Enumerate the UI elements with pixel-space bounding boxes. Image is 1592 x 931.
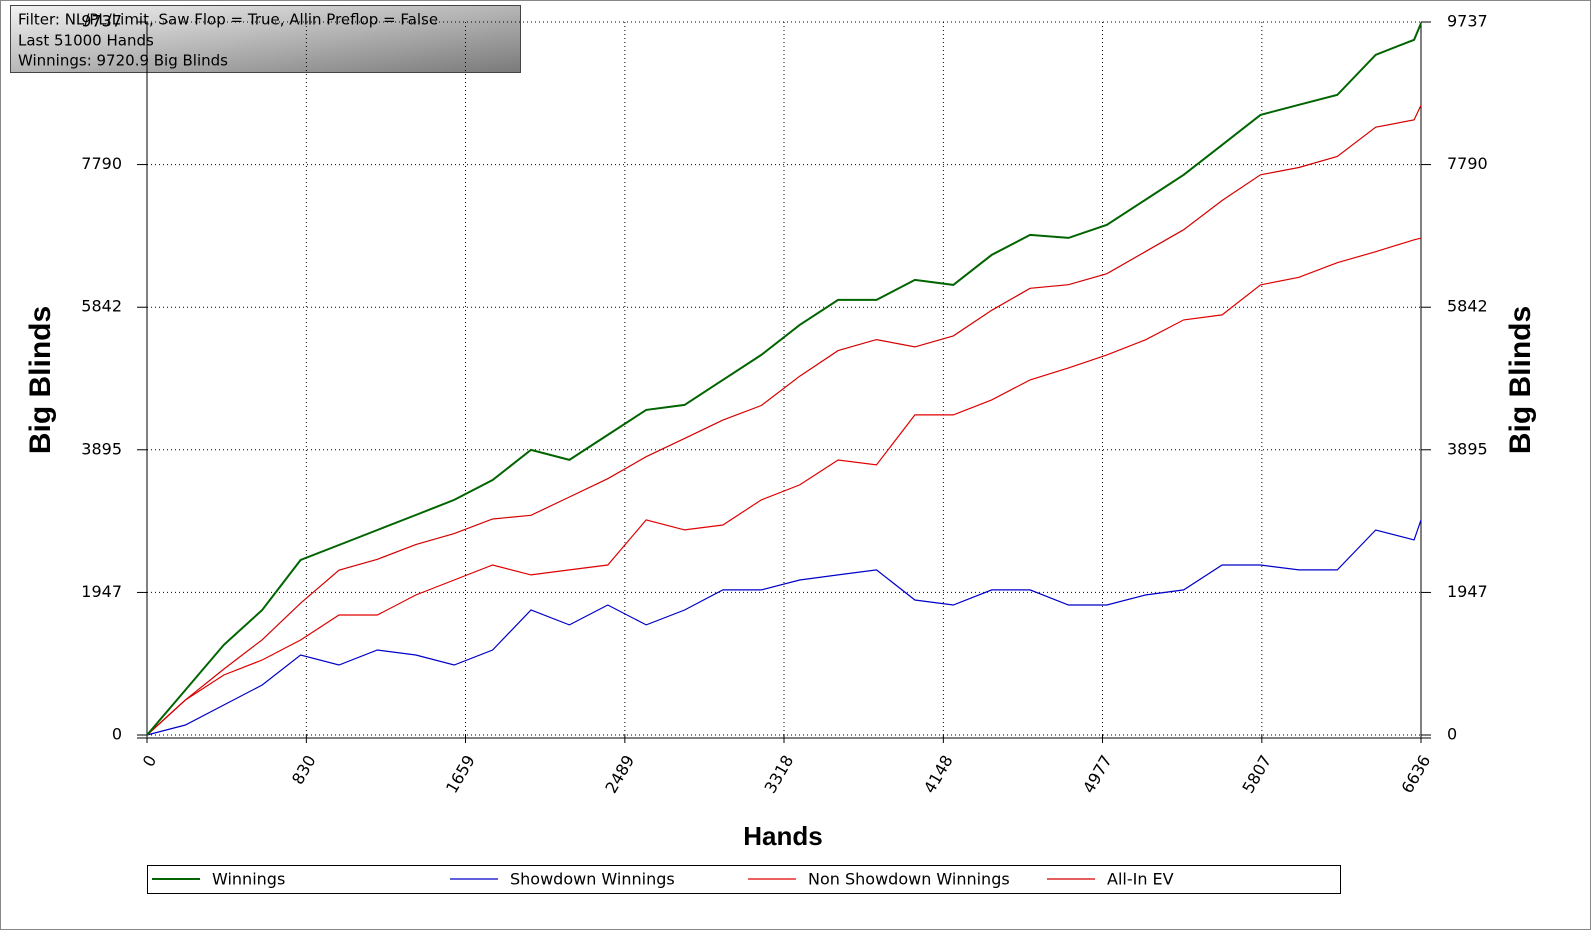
legend — [147, 865, 1341, 894]
y-tick-label: 5842 — [81, 297, 122, 316]
y-tick-label: 9737 — [81, 12, 122, 31]
annotation: Last 51000 Hands — [18, 32, 154, 50]
legend-label: All-In EV — [1107, 870, 1174, 889]
series-line — [146, 22, 1422, 736]
y2-tick-label: 7790 — [1447, 154, 1488, 173]
legend-label: Winnings — [212, 870, 285, 889]
y2-tick-label: 1947 — [1447, 582, 1488, 601]
y-tick-label: 1947 — [81, 582, 122, 601]
series-line — [146, 105, 1422, 736]
y-axis-label: Big Blinds — [24, 306, 57, 454]
y2-tick-label: 5842 — [1447, 297, 1488, 316]
annotation: Winnings: 9720.9 Big Blinds — [18, 52, 228, 70]
y-tick-label: 0 — [112, 725, 122, 744]
y2-tick-label: 0 — [1447, 725, 1457, 744]
filter-box — [10, 5, 521, 73]
y2-tick-label: 3895 — [1447, 439, 1488, 458]
y2-axis-label: Big Blinds — [1504, 306, 1537, 454]
y-tick-label: 3895 — [81, 439, 122, 458]
y-tick-label: 7790 — [81, 154, 122, 173]
legend-label: Non Showdown Winnings — [808, 870, 1010, 889]
annotation: Filter: NL/PL/Limit, Saw Flop = True, Al… — [18, 11, 438, 29]
legend-label: Showdown Winnings — [510, 870, 675, 889]
y2-tick-label: 9737 — [1447, 12, 1488, 31]
series-line — [146, 237, 1422, 736]
x-axis-label: Hands — [743, 821, 822, 851]
series-line — [146, 519, 1422, 736]
